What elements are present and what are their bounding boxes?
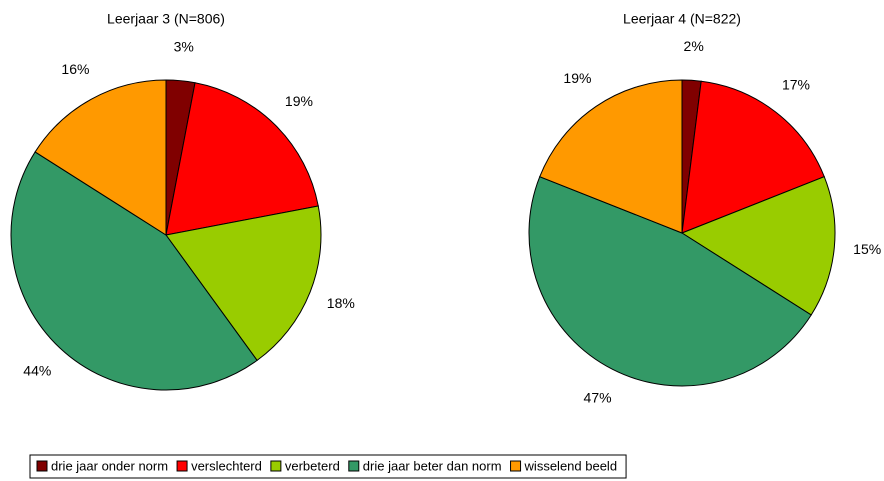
data-label: 3% <box>174 39 194 55</box>
legend-swatch <box>348 460 360 472</box>
pie-slice <box>680 176 836 316</box>
legend-swatch <box>176 460 188 472</box>
data-label: 19% <box>285 93 313 109</box>
legend-label: drie jaar onder norm <box>51 458 168 473</box>
legend-label: verslechterd <box>191 458 262 473</box>
pie-slice <box>681 80 825 234</box>
legend-label: verbeterd <box>285 458 340 473</box>
legend-label: drie jaar beter dan norm <box>363 458 502 473</box>
pie-slice <box>165 82 319 236</box>
pie-slice <box>539 79 683 234</box>
pie-slice <box>10 151 258 391</box>
legend-swatch <box>510 460 522 472</box>
legend-swatch <box>270 460 282 472</box>
legend-swatch <box>36 460 48 472</box>
data-label: 17% <box>782 77 810 93</box>
data-label: 47% <box>584 389 612 405</box>
data-label: 15% <box>853 241 881 257</box>
legend: drie jaar onder norm verslechterd verbeter… <box>29 454 627 479</box>
pie-slice <box>165 205 322 362</box>
data-label: 19% <box>563 70 591 86</box>
chart-title: Leerjaar 4 (N=822) <box>623 11 741 27</box>
pie-slice <box>34 79 167 236</box>
data-label: 18% <box>327 295 355 311</box>
data-label: 2% <box>684 38 704 54</box>
legend-label: wisselend beeld <box>524 458 618 473</box>
data-label: 16% <box>61 61 89 77</box>
chart-title: Leerjaar 3 (N=806) <box>107 11 225 27</box>
data-label: 44% <box>23 363 51 379</box>
pie-slice <box>528 176 812 387</box>
